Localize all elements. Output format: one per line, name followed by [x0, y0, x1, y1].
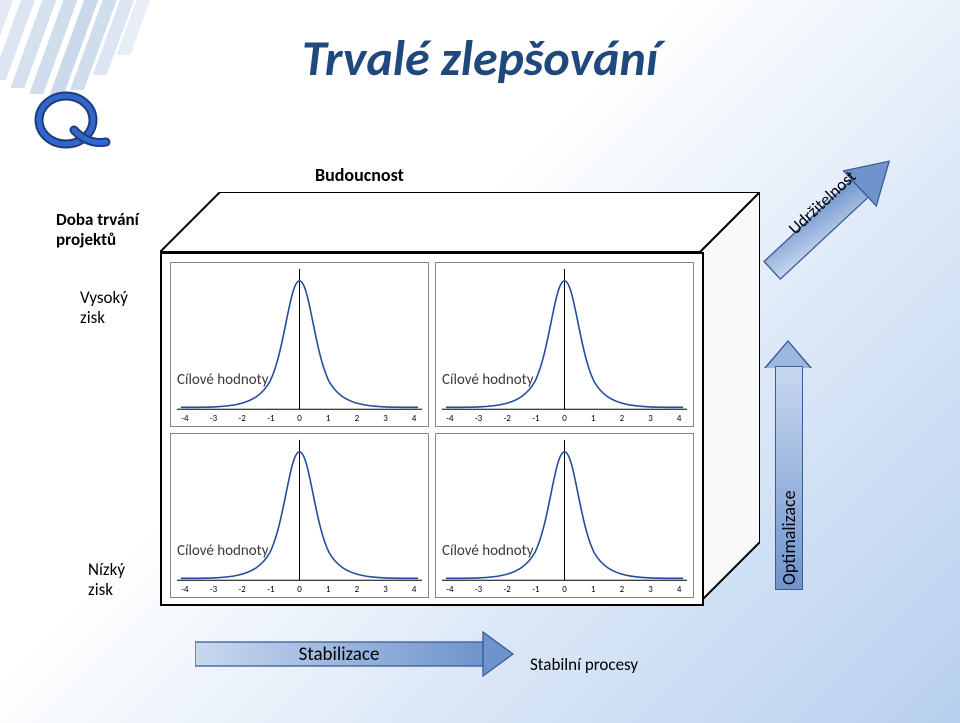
arrow-optimization-label: Optimalizace	[778, 385, 800, 585]
label-line2: zisk	[80, 307, 105, 328]
svg-text:4: 4	[412, 585, 417, 595]
svg-text:1: 1	[591, 414, 596, 424]
svg-text:2: 2	[620, 585, 625, 595]
svg-text:-3: -3	[475, 414, 483, 424]
svg-text:-1: -1	[532, 585, 540, 595]
label-line1: Vysoký	[80, 287, 128, 308]
label-low-gain: Nízký zisk	[88, 560, 125, 599]
arrow-optimization: Optimalizace	[775, 340, 823, 590]
svg-text:-2: -2	[504, 414, 512, 424]
label-high-gain: Vysoký zisk	[80, 288, 128, 327]
svg-text:-3: -3	[210, 414, 218, 424]
svg-text:-3: -3	[210, 585, 218, 595]
page-title: Trvalé zlepšování	[0, 28, 960, 89]
svg-text:-2: -2	[239, 585, 247, 595]
svg-text:4: 4	[677, 585, 682, 595]
svg-text:4: 4	[412, 414, 417, 424]
chart-label: Cílové hodnoty	[442, 371, 534, 389]
svg-text:0: 0	[562, 414, 567, 424]
svg-text:-1: -1	[267, 585, 275, 595]
chart-top-right: -4 -3 -2 -1 0 1 2 3 4 Cílové hodnoty	[435, 262, 694, 427]
arrow-sustainability: Udržitelnost	[740, 150, 920, 280]
svg-text:3: 3	[648, 414, 653, 424]
chart-bottom-right: -4 -3 -2 -1 0 1 2 3 4 Cílové hodnoty	[435, 433, 694, 598]
svg-text:2: 2	[620, 414, 625, 424]
label-line2: zisk	[88, 579, 113, 600]
chart-label: Cílové hodnoty	[177, 371, 269, 389]
svg-text:-4: -4	[181, 585, 189, 595]
label-line2: projektů	[56, 229, 116, 250]
chart-label: Cílové hodnoty	[177, 542, 269, 560]
svg-text:3: 3	[383, 414, 388, 424]
svg-text:1: 1	[326, 414, 331, 424]
svg-text:-4: -4	[446, 585, 454, 595]
label-project-duration: Doba trvání projektů	[56, 210, 139, 249]
svg-text:-3: -3	[475, 585, 483, 595]
chart-label: Cílové hodnoty	[442, 542, 534, 560]
svg-text:-2: -2	[239, 414, 247, 424]
svg-text:3: 3	[648, 585, 653, 595]
svg-text:3: 3	[383, 585, 388, 595]
label-line1: Doba trvání	[56, 209, 139, 230]
svg-text:-2: -2	[504, 585, 512, 595]
svg-text:0: 0	[297, 585, 302, 595]
svg-text:-1: -1	[267, 414, 275, 424]
svg-text:-4: -4	[181, 414, 189, 424]
arrow-stabilization: Stabilizace	[195, 630, 515, 678]
box-top-face	[160, 192, 760, 252]
arrow-stabilization-label: Stabilizace	[195, 643, 483, 666]
q-logo	[28, 90, 112, 150]
svg-text:0: 0	[562, 585, 567, 595]
chart-bottom-left: -4 -3 -2 -1 0 1 2 3 4 Cílové hodnoty	[170, 433, 429, 598]
label-future: Budoucnost	[315, 165, 404, 186]
svg-text:2: 2	[355, 585, 360, 595]
label-stable-processes: Stabilní procesy	[530, 655, 638, 675]
label-line1: Nízký	[88, 559, 125, 580]
svg-text:2: 2	[355, 414, 360, 424]
chart-top-left: -4 -3 -2 -1 0 1 2 3 4 Cílové hodnoty	[170, 262, 429, 427]
chart-grid: -4 -3 -2 -1 0 1 2 3 4 Cílové hodnoty -4 -3 -2 -1 0 1 2…	[170, 262, 694, 596]
svg-text:1: 1	[591, 585, 596, 595]
svg-text:-1: -1	[532, 414, 540, 424]
svg-text:1: 1	[326, 585, 331, 595]
svg-text:4: 4	[677, 414, 682, 424]
svg-text:-4: -4	[446, 414, 454, 424]
box-front-face: -4 -3 -2 -1 0 1 2 3 4 Cílové hodnoty -4 -3 -2 -1 0 1 2…	[160, 252, 704, 606]
svg-text:0: 0	[297, 414, 302, 424]
diagram-box: -4 -3 -2 -1 0 1 2 3 4 Cílové hodnoty -4 -3 -2 -1 0 1 2…	[160, 192, 740, 602]
slide: /* drawn below via inline spans */ Trval…	[0, 0, 960, 723]
